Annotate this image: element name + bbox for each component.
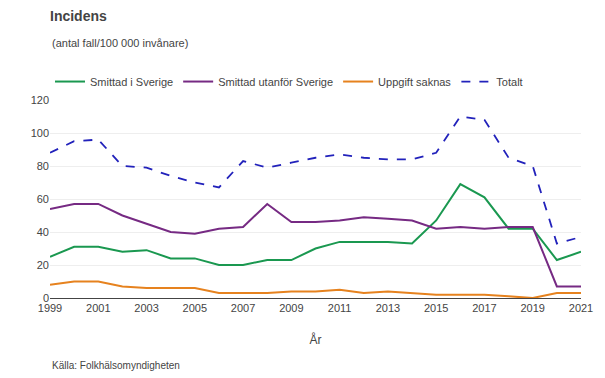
svg-text:2009: 2009 [279,302,303,314]
svg-text:Smittad utanför Sverige: Smittad utanför Sverige [218,76,333,88]
svg-text:(antal fall/100 000 invånare): (antal fall/100 000 invånare) [52,37,188,49]
svg-text:Uppgift saknas: Uppgift saknas [378,76,451,88]
svg-text:2011: 2011 [328,302,352,314]
svg-text:Totalt: Totalt [496,76,522,88]
svg-text:Källa: Folkhälsomyndigheten: Källa: Folkhälsomyndigheten [52,360,180,371]
svg-text:År: År [310,332,322,347]
svg-text:Incidens: Incidens [50,8,107,24]
svg-text:2007: 2007 [231,302,255,314]
svg-text:20: 20 [37,259,49,271]
svg-text:80: 80 [37,160,49,172]
svg-text:1999: 1999 [38,302,62,314]
svg-text:2013: 2013 [376,302,400,314]
svg-text:60: 60 [37,193,49,205]
svg-text:Smittad i Sverige: Smittad i Sverige [90,76,173,88]
svg-text:0: 0 [43,292,49,304]
svg-text:2003: 2003 [134,302,158,314]
svg-text:40: 40 [37,226,49,238]
svg-text:2021: 2021 [569,302,593,314]
svg-text:2015: 2015 [424,302,448,314]
svg-text:2017: 2017 [472,302,496,314]
svg-text:2019: 2019 [520,302,544,314]
svg-text:2005: 2005 [183,302,207,314]
svg-text:120: 120 [31,94,49,106]
svg-text:100: 100 [31,127,49,139]
svg-text:2001: 2001 [86,302,110,314]
